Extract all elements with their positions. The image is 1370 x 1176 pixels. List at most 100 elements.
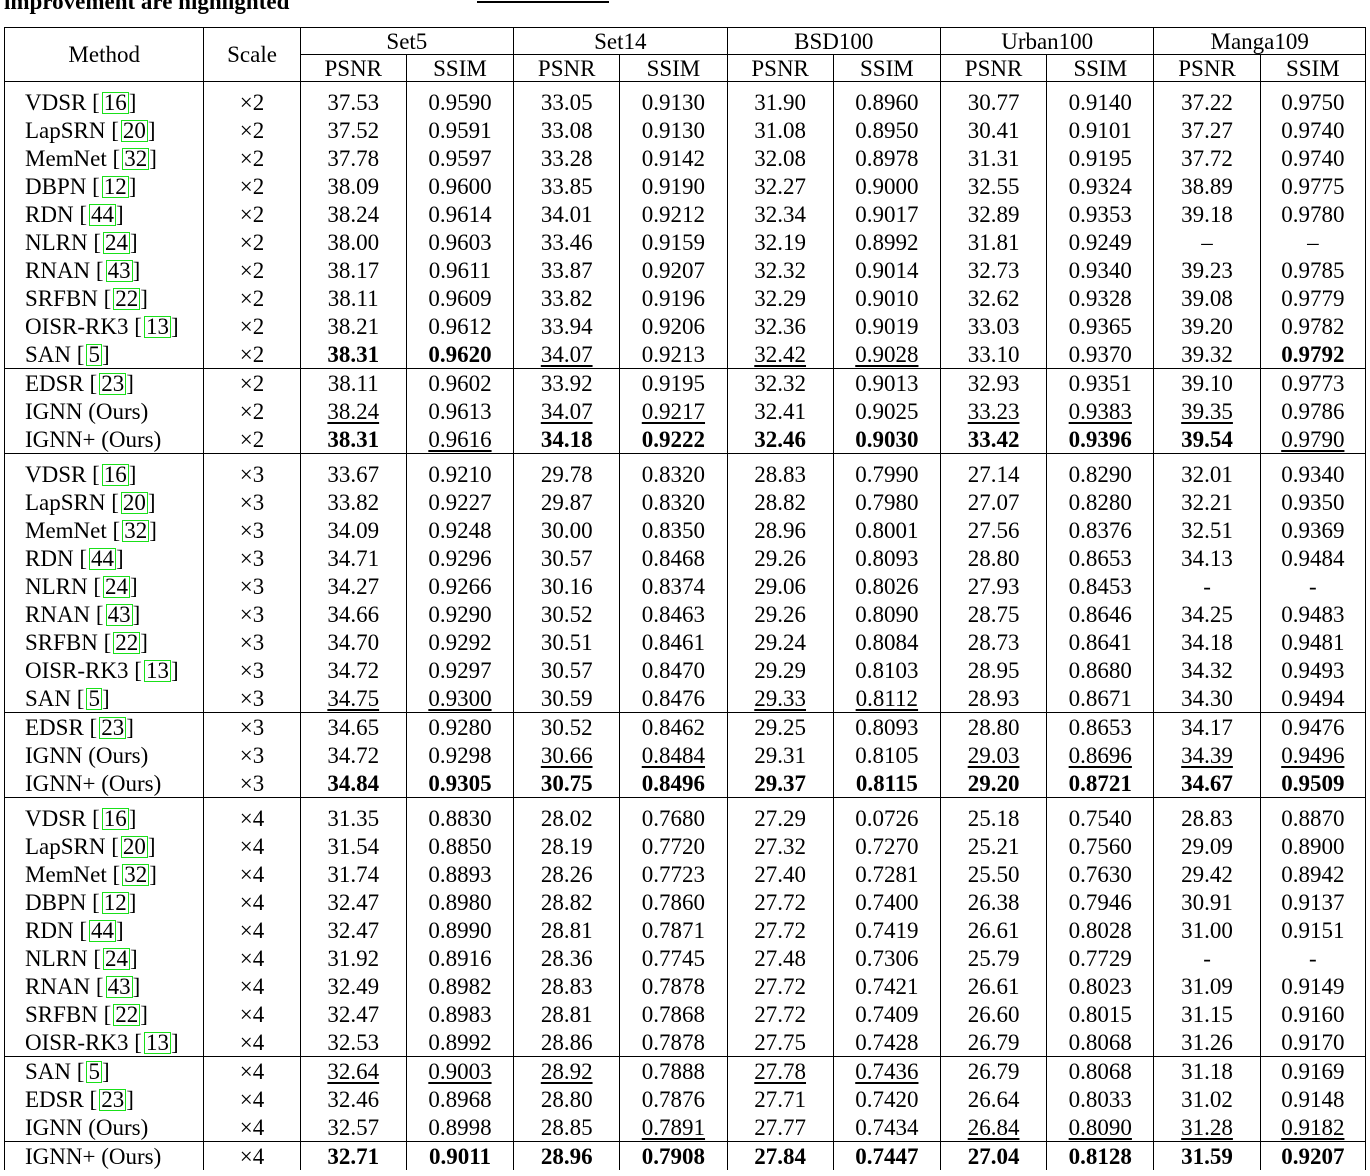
ssim-cell: 0.9297 [405, 656, 515, 684]
ssim-cell: 0.9328 [1046, 284, 1155, 312]
psnr-cell: 38.24 [299, 200, 407, 228]
psnr-cell: 29.20 [939, 769, 1048, 798]
citation-link[interactable]: 22 [113, 285, 141, 311]
metric-value: 0.9369 [1281, 517, 1345, 543]
citation-link[interactable]: 24 [103, 229, 131, 255]
citation-link[interactable]: 13 [143, 657, 171, 683]
separator-cell [3, 81, 205, 88]
citation-link[interactable]: 32 [122, 145, 150, 171]
citation-link[interactable]: 5 [86, 341, 102, 367]
ssim-cell: 0.8653 [1046, 544, 1155, 572]
table-row: SAN [5] ×4 32.64 0.9003 28.92 0.7888 27.78 0.74… [3, 1056, 1367, 1085]
metric-value: 0.7729 [1068, 945, 1132, 971]
citation-link[interactable]: 12 [101, 173, 129, 199]
citation-link[interactable]: 24 [103, 945, 131, 971]
separator-cell [203, 81, 301, 88]
citation-link[interactable]: 44 [88, 917, 116, 943]
citation-link[interactable]: 20 [120, 489, 148, 515]
method-cell: LapSRN [20] [3, 116, 205, 144]
metric-value: 30.91 [1181, 889, 1233, 915]
psnr-cell: 32.46 [299, 1085, 407, 1113]
metric-value: 0.8350 [641, 517, 706, 543]
metric-value: 37.27 [1181, 117, 1233, 143]
ssim-cell: 0.9003 [405, 1056, 515, 1085]
citation-link[interactable]: 22 [113, 1001, 141, 1027]
citation-link[interactable]: 13 [143, 1029, 171, 1055]
ssim-cell: 0.8280 [1046, 488, 1155, 516]
citation-link[interactable]: 16 [101, 805, 129, 831]
metric-value: 34.18 [540, 426, 593, 452]
psnr-cell: 30.57 [513, 544, 621, 572]
citation-link[interactable]: 16 [101, 461, 129, 487]
metric-value: 0.8453 [1068, 573, 1132, 599]
metric-value: 0.9195 [1068, 145, 1132, 171]
scale-cell: ×3 [203, 544, 301, 572]
citation-link[interactable]: 20 [120, 117, 148, 143]
citation-link[interactable]: 13 [143, 313, 171, 339]
metric-value: 28.26 [540, 861, 593, 887]
metric-value: 0.9365 [1068, 313, 1132, 339]
metric-value: 0.9350 [1281, 489, 1345, 515]
ssim-cell: 0.7878 [619, 972, 728, 1000]
citation-link[interactable]: 24 [103, 573, 131, 599]
ssim-cell: 0.9780 [1259, 200, 1367, 228]
header-metric: SSIM [405, 54, 515, 82]
table-row: IGNN (Ours) ×3 34.72 0.9298 30.66 0.8484 29.31… [3, 741, 1367, 769]
psnr-cell: 30.66 [513, 741, 621, 769]
psnr-cell: 28.26 [513, 860, 621, 888]
citation-link[interactable]: 43 [105, 973, 133, 999]
citation-link[interactable]: 23 [99, 370, 127, 396]
citation-link[interactable]: 5 [86, 1058, 102, 1084]
citation-link[interactable]: 44 [88, 201, 116, 227]
ssim-cell: 0.9010 [832, 284, 941, 312]
metric-value: 0.9496 [1281, 742, 1345, 768]
psnr-cell: 34.84 [299, 769, 407, 798]
psnr-cell: 34.25 [1153, 600, 1261, 628]
psnr-cell: 34.71 [299, 544, 407, 572]
psnr-cell: 29.29 [726, 656, 834, 684]
citation-link[interactable]: 22 [113, 629, 141, 655]
psnr-cell: 28.83 [726, 460, 834, 488]
method-cell: RNAN [43] [3, 600, 205, 628]
metric-value: 31.26 [1181, 1029, 1233, 1055]
citation-link[interactable]: 12 [101, 889, 129, 915]
metric-value: 0.9484 [1281, 545, 1345, 571]
citation-link[interactable]: 16 [101, 89, 129, 115]
metric-value: 31.74 [327, 861, 380, 887]
metric-value: 0.9773 [1281, 370, 1345, 396]
psnr-cell: 32.57 [299, 1113, 407, 1142]
metric-value: 30.51 [540, 629, 593, 655]
metric-value: 29.31 [754, 742, 807, 768]
metric-value: 38.24 [327, 398, 380, 424]
citation-link[interactable]: 43 [105, 601, 133, 627]
citation-link[interactable]: 32 [122, 861, 150, 887]
metric-value: 30.52 [540, 714, 593, 740]
method-cell: OISR-RK3 [13] [3, 1028, 205, 1057]
ssim-cell: 0.8026 [832, 572, 941, 600]
ssim-cell: 0.8680 [1046, 656, 1155, 684]
citation-link[interactable]: 44 [88, 545, 116, 571]
citation-link[interactable]: 43 [105, 257, 133, 283]
citation-link[interactable]: 23 [99, 1086, 127, 1112]
metric-value: 34.32 [1181, 657, 1233, 683]
metric-value: 0.9222 [641, 426, 706, 452]
metric-value: 34.70 [327, 629, 380, 655]
ssim-cell: 0.9195 [1046, 144, 1155, 172]
metric-value: 0.8468 [641, 545, 706, 571]
metric-value: 0.8978 [855, 145, 919, 171]
metric-value: 38.00 [327, 229, 380, 255]
citation-link[interactable]: 32 [122, 517, 150, 543]
citation-link[interactable]: 5 [86, 685, 102, 711]
metric-value: 0.9010 [855, 285, 919, 311]
ssim-cell: 0.9612 [405, 312, 515, 340]
citation-link[interactable]: 20 [120, 833, 148, 859]
method-name: RDN [25, 917, 74, 943]
metric-value: 0.9195 [641, 370, 706, 396]
citation-link[interactable]: 23 [99, 714, 127, 740]
ssim-cell: 0.7540 [1046, 804, 1155, 832]
metric-value: 0.9212 [641, 201, 706, 227]
metric-value: 0.7680 [641, 805, 706, 831]
metric-value: 29.42 [1181, 861, 1233, 887]
psnr-cell: 32.47 [299, 916, 407, 944]
metric-value: 0.7630 [1068, 861, 1132, 887]
